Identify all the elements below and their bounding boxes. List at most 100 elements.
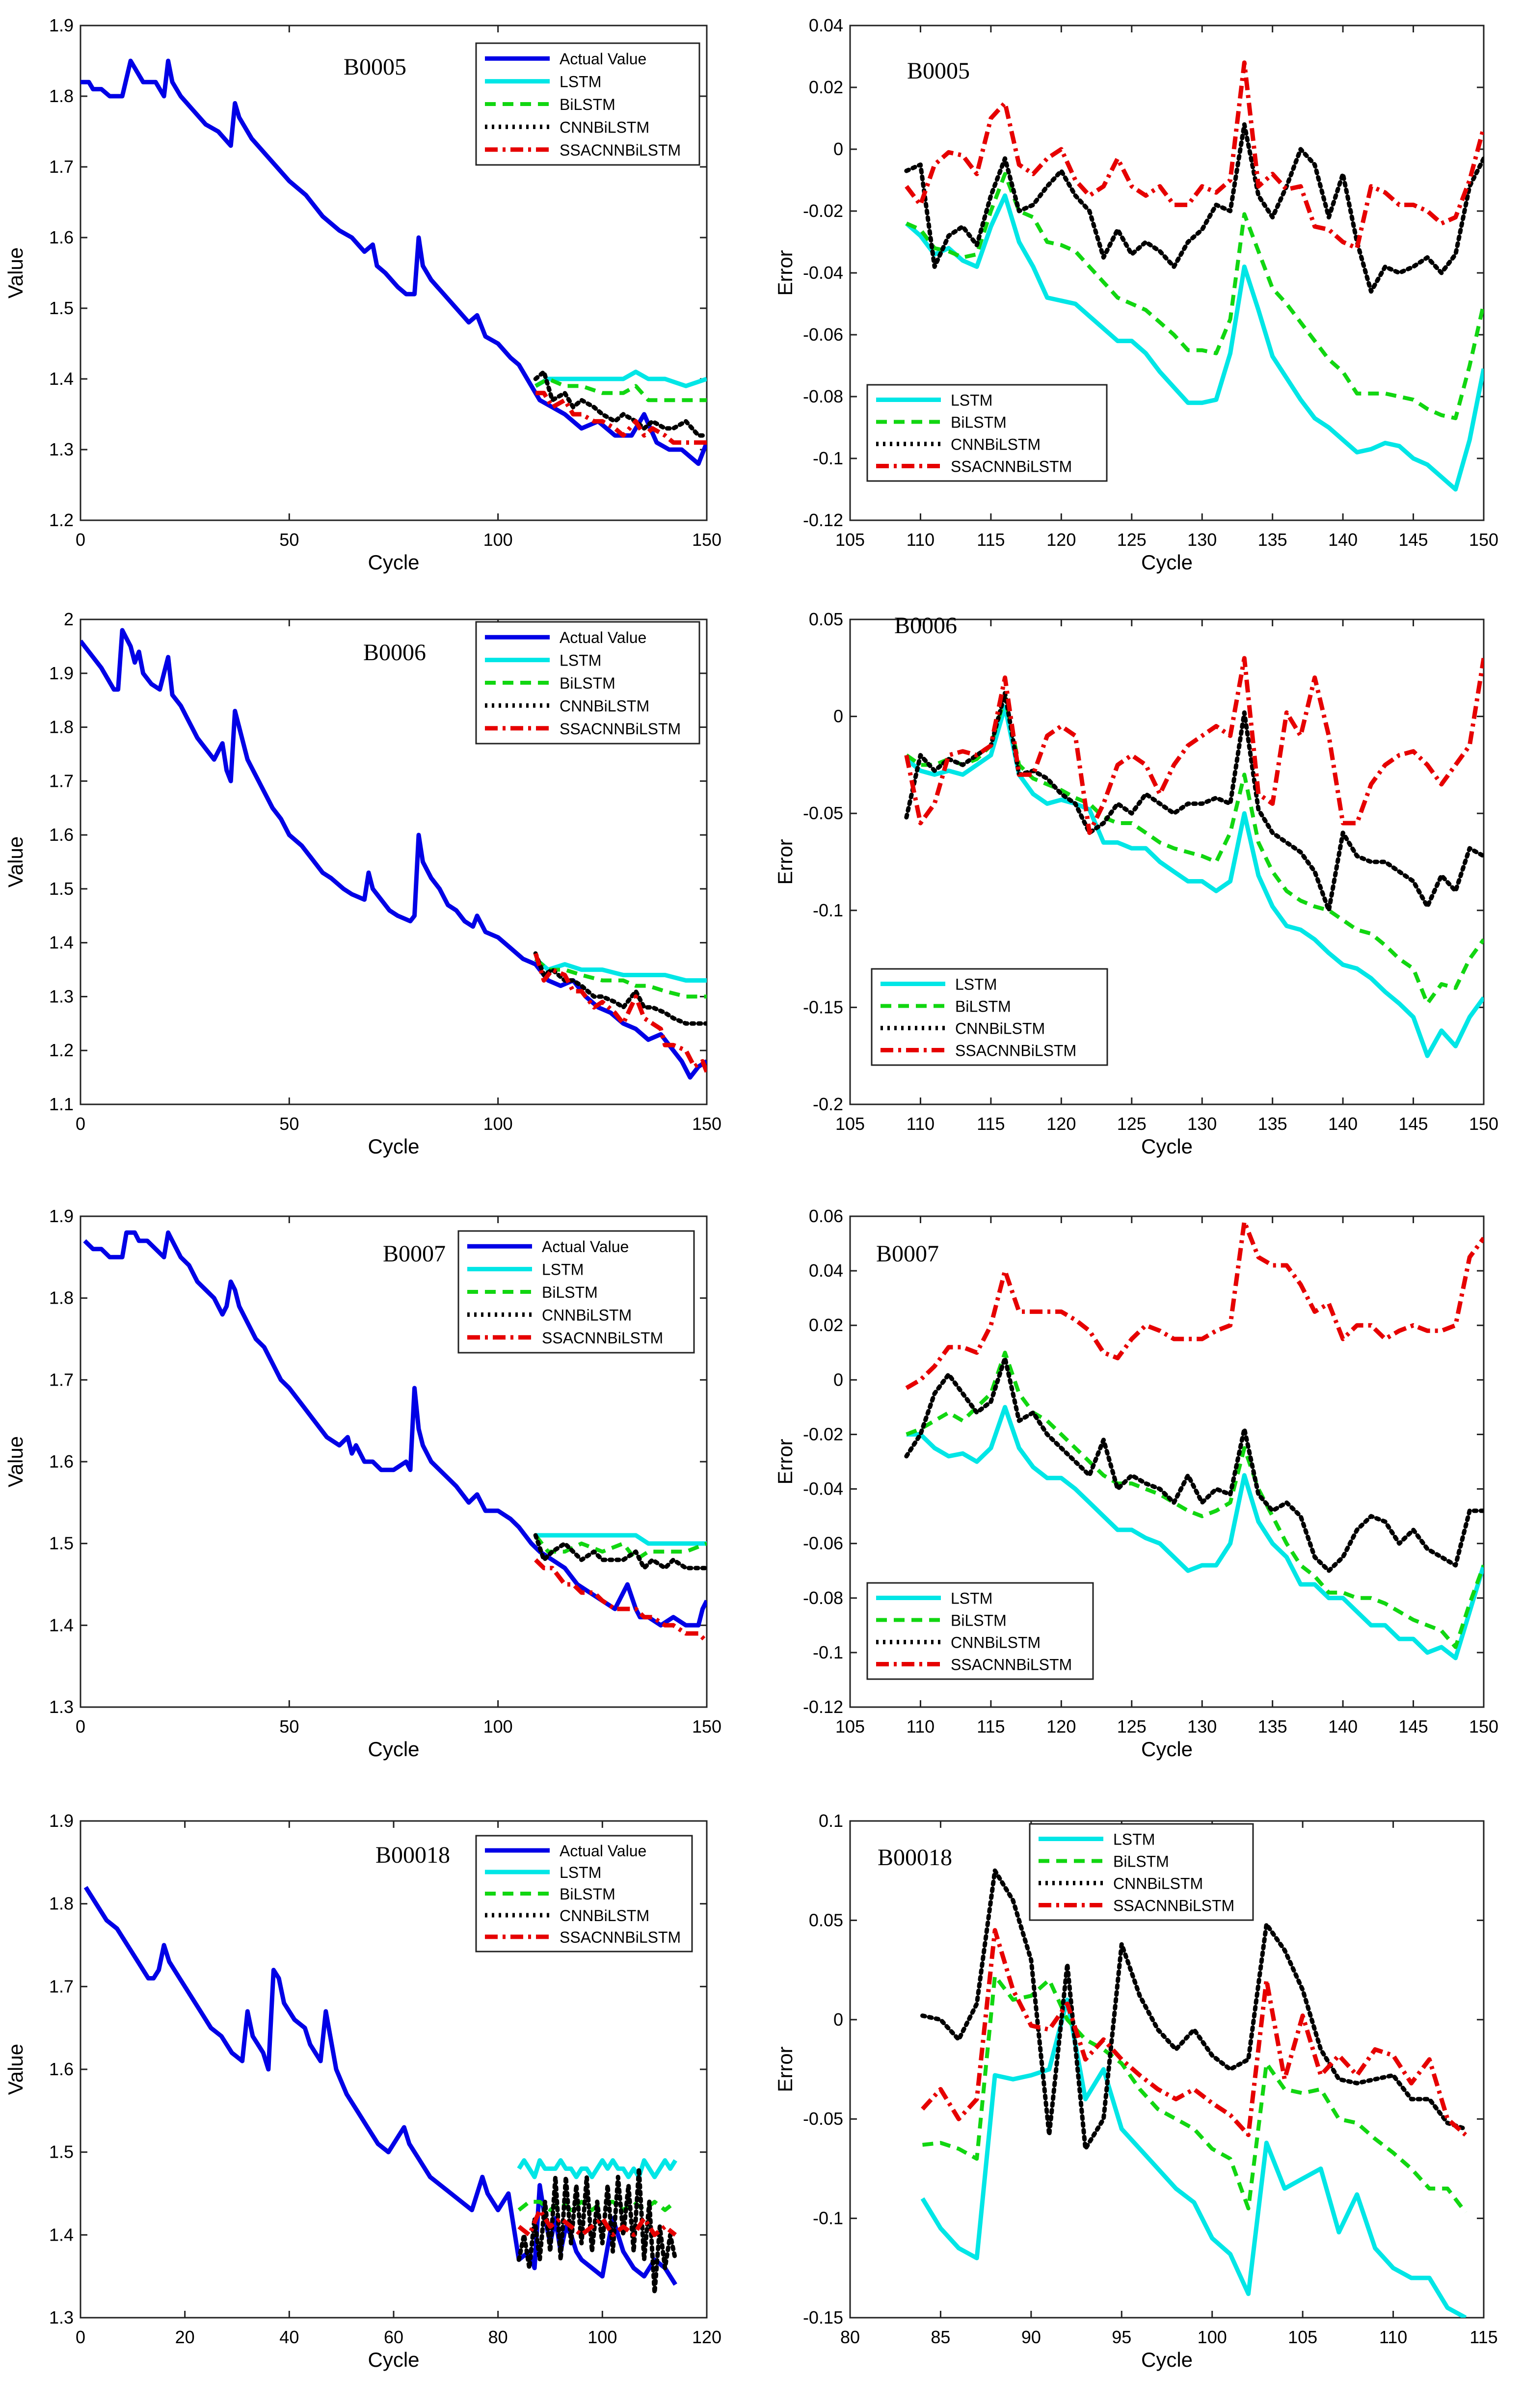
series-line-ssacnnbilstm	[921, 1928, 1468, 2138]
series-line-actual-value	[83, 1886, 678, 2286]
x-axis-label: Cycle	[368, 1135, 419, 1158]
x-tick-label: 80	[840, 2327, 860, 2347]
series-line-cnnbilstm	[904, 691, 1484, 913]
y-tick-label: 1.2	[49, 510, 74, 530]
legend-label: Actual Value	[542, 1238, 629, 1256]
y-tick-label: 1.6	[49, 825, 74, 845]
y-tick-label: 0	[833, 2009, 843, 2030]
y-tick-label: -0.1	[813, 900, 843, 920]
y-tick-label: 0.02	[809, 1315, 843, 1335]
legend: LSTM BiLSTM CNNBiLSTM SSACNNBiLSTM	[1029, 1823, 1254, 1921]
y-tick-label: 1.4	[49, 933, 74, 953]
x-tick-label: 145	[1399, 1114, 1428, 1134]
y-axis-label: Error	[774, 2046, 797, 2092]
x-tick-label: 100	[483, 1114, 513, 1134]
x-tick-label: 120	[692, 2327, 721, 2347]
x-tick-label: 105	[835, 1114, 865, 1134]
y-axis-label: Value	[4, 2044, 27, 2095]
series-line-cnnbilstm	[904, 122, 1484, 294]
legend-label: LSTM	[955, 976, 997, 993]
chart-p5: 0 50 100 150 1.3 1.4 1.5 1.6 1.7 1.8 1.9 Cycle Value…	[4, 1206, 721, 1761]
y-tick-label: -0.12	[803, 1697, 843, 1717]
y-axis-label: Value	[4, 1436, 27, 1487]
x-tick-label: 130	[1187, 1114, 1217, 1134]
y-tick-label: 0.04	[809, 15, 843, 35]
legend-label: CNNBiLSTM	[542, 1306, 632, 1324]
y-tick-label: 2	[64, 609, 74, 629]
series-line-lstm	[905, 704, 1484, 1058]
y-tick-label: 1.8	[49, 1288, 74, 1308]
series-line-lstm	[517, 2158, 678, 2179]
x-tick-label: 125	[1117, 1114, 1147, 1134]
x-tick-label: 50	[279, 1114, 299, 1134]
series-group	[83, 1230, 707, 1643]
series-group	[904, 60, 1484, 492]
y-tick-label: -0.08	[803, 1588, 843, 1608]
x-axis-label: Cycle	[368, 2348, 419, 2371]
x-tick-label: 105	[835, 1716, 865, 1737]
series-line-ssacnnbilstm	[517, 2208, 677, 2237]
y-tick-label: -0.1	[813, 448, 843, 468]
legend-label: SSACNNBiLSTM	[951, 458, 1072, 476]
legend-label: CNNBiLSTM	[560, 1907, 649, 1925]
x-tick-label: 150	[1469, 530, 1498, 550]
x-tick-label: 150	[692, 1716, 721, 1737]
legend-box	[457, 1230, 695, 1354]
series-line-cnnbilstm	[904, 1356, 1484, 1573]
y-tick-label: 0	[833, 1369, 843, 1390]
panel-label: B00018	[878, 1845, 952, 1871]
x-tick-label: 60	[384, 2327, 403, 2347]
x-tick-label: 95	[1112, 2327, 1131, 2347]
y-tick-label: 0.06	[809, 1206, 843, 1226]
y-tick-label: 1.5	[49, 2142, 74, 2162]
series-line-cnnbilstm	[516, 2166, 678, 2295]
chart-p1: 0 50 100 150 1.2 1.3 1.4 1.5 1.6 1.7 1.8 1.9 Cycle Va…	[4, 15, 721, 574]
x-axis-label: Cycle	[1141, 1738, 1193, 1761]
x-tick-label: 85	[931, 2327, 950, 2347]
chart-p3: 0 50 100 150 1.1 1.2 1.3 1.4 1.5 1.6 1.7 1.8 1.9 2 Cyc…	[4, 609, 721, 1158]
y-axis-label: Error	[774, 250, 797, 295]
y-tick-label: 1.8	[49, 1894, 74, 1914]
x-tick-label: 135	[1258, 1114, 1287, 1134]
y-tick-label: 0	[833, 706, 843, 726]
y-tick-label: -0.2	[813, 1094, 843, 1114]
x-tick-label: 115	[977, 1716, 1005, 1737]
y-tick-label: 1.6	[49, 1451, 74, 1472]
x-tick-label: 110	[907, 1716, 935, 1737]
y-tick-label: 1.9	[49, 663, 74, 683]
legend-label: LSTM	[951, 392, 992, 409]
legend-label: CNNBiLSTM	[560, 118, 649, 136]
panel-label: B0007	[876, 1241, 939, 1267]
x-tick-label: 90	[1021, 2327, 1041, 2347]
y-tick-label: 1.9	[49, 1811, 74, 1831]
legend: LSTM BiLSTM CNNBiLSTM SSACNNBiLSTM	[871, 968, 1108, 1066]
x-tick-label: 150	[1469, 1716, 1498, 1737]
x-tick-label: 0	[76, 2327, 85, 2347]
series-line-bilstm	[922, 1974, 1468, 2214]
series-line-cnnbilstm	[533, 1533, 707, 1571]
legend-label: CNNBiLSTM	[1113, 1875, 1203, 1893]
y-tick-label: 1.3	[49, 986, 74, 1006]
legend-label: SSACNNBiLSTM	[955, 1042, 1076, 1060]
x-tick-label: 120	[1046, 1716, 1076, 1737]
legend: LSTM BiLSTM CNNBiLSTM SSACNNBiLSTM	[866, 1582, 1094, 1680]
x-axis-label: Cycle	[1141, 1135, 1193, 1158]
panel-label: B0006	[894, 613, 957, 639]
y-tick-label: 1.3	[49, 1697, 74, 1717]
series-line-ssacnnbilstm	[905, 60, 1484, 251]
series-group	[904, 656, 1484, 1058]
chart-p2: 105 110 115 120 125 130 135 140 145 150 -0.12 -0.1 -…	[774, 15, 1498, 574]
legend-label: LSTM	[560, 73, 601, 91]
x-tick-label: 0	[76, 1716, 85, 1737]
y-tick-label: 1.7	[49, 1369, 74, 1390]
series-line-ssacnnbilstm	[535, 391, 707, 445]
series-line-lstm	[534, 370, 707, 388]
x-tick-label: 100	[483, 1716, 513, 1737]
x-tick-label: 100	[483, 530, 513, 550]
y-tick-label: 1.8	[49, 86, 74, 106]
series-line-bilstm	[534, 1534, 707, 1562]
y-tick-label: -0.1	[813, 1642, 843, 1662]
y-tick-label: 0.1	[819, 1811, 843, 1831]
series-line-cnnbilstm	[533, 951, 707, 1026]
legend: Actual Value LSTM BiLSTM CNNBiLSTM SSACNNBiL…	[457, 1230, 695, 1354]
